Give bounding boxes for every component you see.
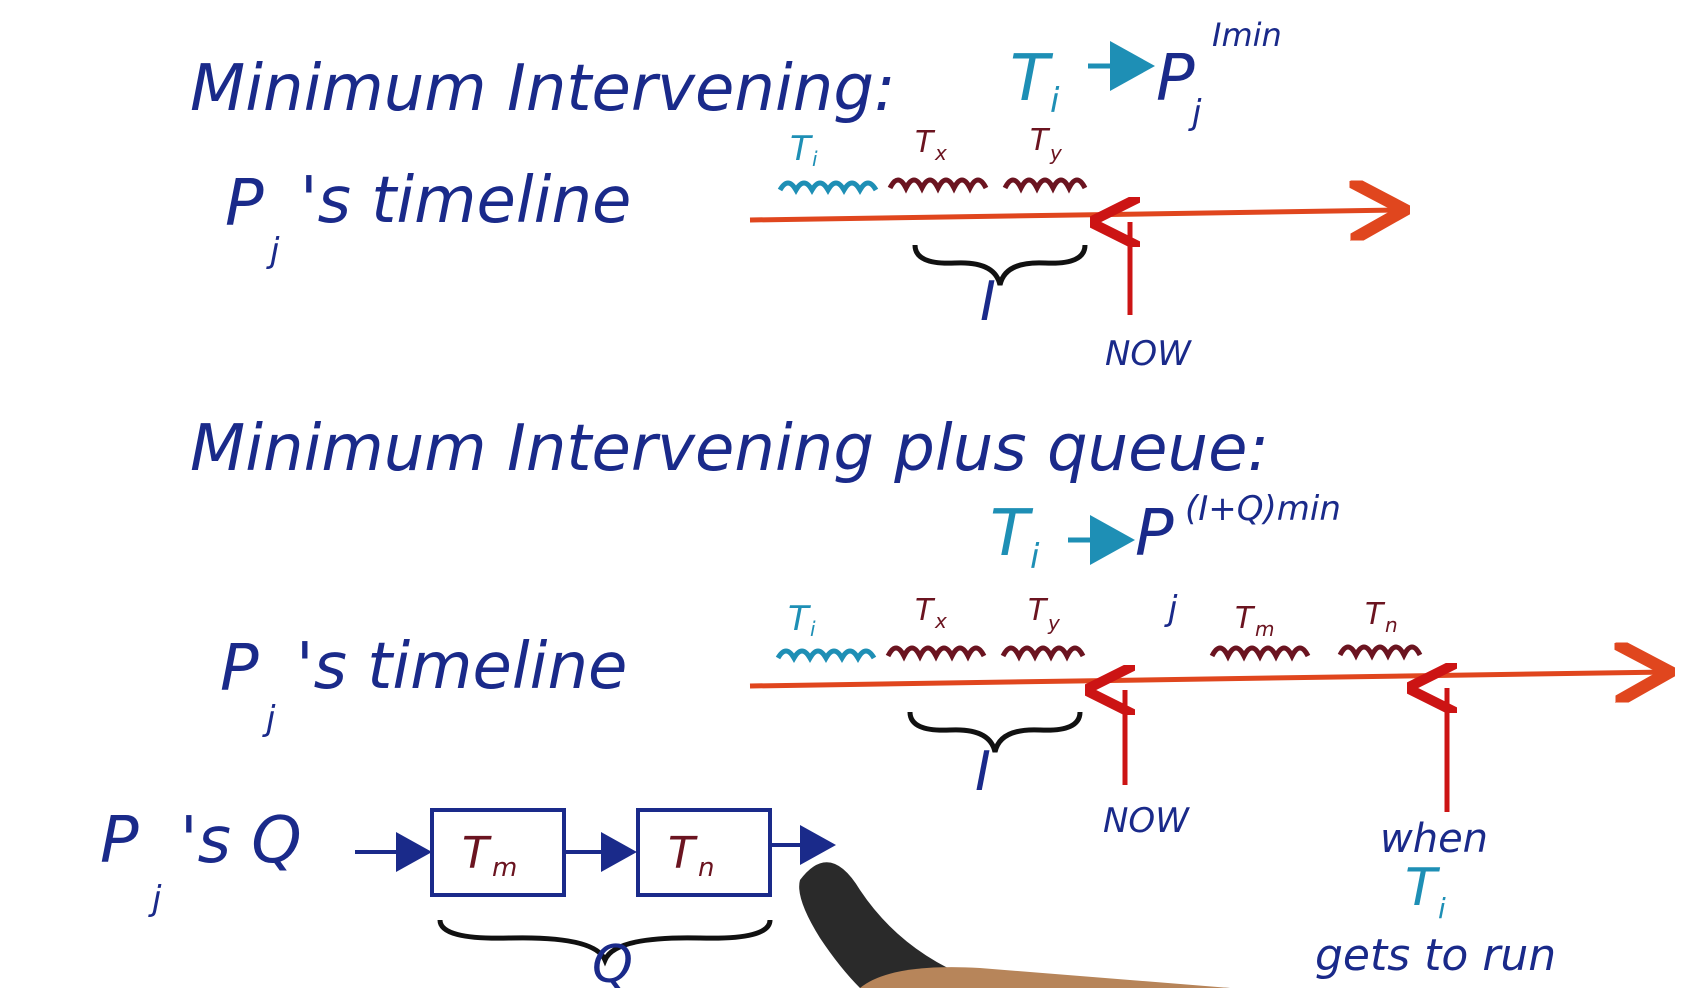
- task-label-sub: m: [1255, 617, 1274, 641]
- section1-formula-t-sub: i: [1050, 81, 1060, 121]
- section2-formula-t: T: [990, 497, 1034, 571]
- section2-formula-p: P: [1135, 497, 1174, 571]
- task-label: T: [915, 593, 936, 628]
- section2-formula-t-sub: i: [1030, 537, 1040, 577]
- queue-box-tm: [430, 808, 566, 897]
- section1-heading: Minimum Intervening:: [190, 52, 896, 126]
- section1-formula-p-sup: Imin: [1212, 16, 1282, 54]
- task-squiggle: [885, 645, 987, 662]
- section2-timeline-p-sub: j: [262, 699, 276, 739]
- section1-formula-t: T: [1010, 42, 1054, 116]
- task-squiggle: [1337, 644, 1423, 661]
- section2-formula-p-sub: j: [1164, 589, 1178, 629]
- section2-formula: T i P j (I+Q)min: [990, 489, 1341, 629]
- queue-brace-label: Q: [592, 935, 633, 988]
- section2-timeline-axis: [749, 672, 1665, 686]
- task-label: T: [1028, 593, 1049, 628]
- section2-timeline-p: P: [220, 632, 259, 706]
- section1-timeline-text: 's timeline: [300, 164, 631, 238]
- task-label-sub: i: [812, 147, 818, 171]
- task-label: T: [1235, 601, 1256, 636]
- task-label-sub: i: [810, 617, 816, 641]
- section2-task-ti: T i: [775, 599, 877, 664]
- section1-heading-group: Minimum Intervening: T i P j Imin: [190, 16, 1282, 133]
- hand-icon: [860, 967, 1230, 988]
- section1-timeline-p-sub: j: [266, 231, 280, 271]
- queue-label-p-sub: j: [148, 879, 162, 919]
- when-t: T: [1405, 858, 1441, 918]
- section2-task-tm: T m: [1209, 601, 1311, 662]
- section2-heading: Minimum Intervening plus queue:: [190, 412, 1269, 486]
- when-t-sub: i: [1438, 892, 1446, 925]
- task-label-sub: x: [934, 609, 947, 633]
- task-squiggle: [777, 180, 879, 196]
- section2-now-label: NOW: [1103, 801, 1190, 841]
- task-label-sub: n: [1385, 613, 1398, 637]
- queue-label: P j 's Q: [100, 804, 302, 919]
- section1-brace: [912, 244, 1088, 286]
- task-label-sub: y: [1049, 141, 1063, 165]
- task-label: T: [1365, 597, 1386, 632]
- section2-brace-label: I: [975, 740, 991, 803]
- gets-to-run-label: gets to run: [1315, 930, 1556, 981]
- section2-formula-p-sup: (I+Q)min: [1185, 489, 1341, 529]
- section1-task-ti: T i: [777, 129, 879, 196]
- section1-timeline-p: P: [225, 167, 264, 241]
- queue-label-p: P: [100, 804, 139, 878]
- task-squiggle: [1002, 177, 1088, 194]
- queue-box-tn: [636, 808, 772, 897]
- task-squiggle: [1000, 645, 1086, 662]
- section1-formula-p-sub: j: [1188, 93, 1202, 133]
- section1-brace-label: I: [980, 270, 996, 333]
- task-label: T: [1030, 123, 1051, 158]
- section1-task-ty: T y: [1002, 123, 1088, 194]
- task-squiggle: [775, 648, 877, 664]
- task-label: T: [790, 129, 813, 169]
- task-label-sub: x: [934, 141, 947, 165]
- queue-box-tm-label: T: [462, 828, 492, 879]
- queue-box-tm-sub: m: [492, 853, 517, 883]
- section1-timeline-label: P j 's timeline: [225, 164, 631, 271]
- section2-task-ty: T y: [1000, 593, 1086, 662]
- task-squiggle: [887, 177, 989, 194]
- section2-task-tx: T x: [885, 593, 987, 662]
- task-label: T: [788, 599, 811, 639]
- section1-task-tx: T x: [887, 125, 989, 194]
- task-label: T: [915, 125, 936, 160]
- task-squiggle: [1209, 645, 1311, 662]
- section1-timeline-axis: [749, 210, 1400, 220]
- when-label: when: [1380, 816, 1488, 862]
- marker-pen-icon: [799, 862, 1230, 988]
- task-label-sub: y: [1047, 611, 1061, 635]
- queue-brace: [437, 919, 773, 967]
- section2-timeline-label: P j 's timeline: [220, 630, 627, 739]
- queue-label-text: 's Q: [180, 804, 302, 878]
- queue-box-tn-label: T: [668, 828, 698, 879]
- queue-box-tn-sub: n: [698, 853, 714, 883]
- section2-brace: [907, 711, 1083, 753]
- section1-formula-p: P: [1156, 42, 1195, 116]
- section2-timeline-text: 's timeline: [296, 630, 627, 704]
- section2-task-tn: T n: [1337, 597, 1423, 661]
- section1-now-label: NOW: [1105, 334, 1192, 374]
